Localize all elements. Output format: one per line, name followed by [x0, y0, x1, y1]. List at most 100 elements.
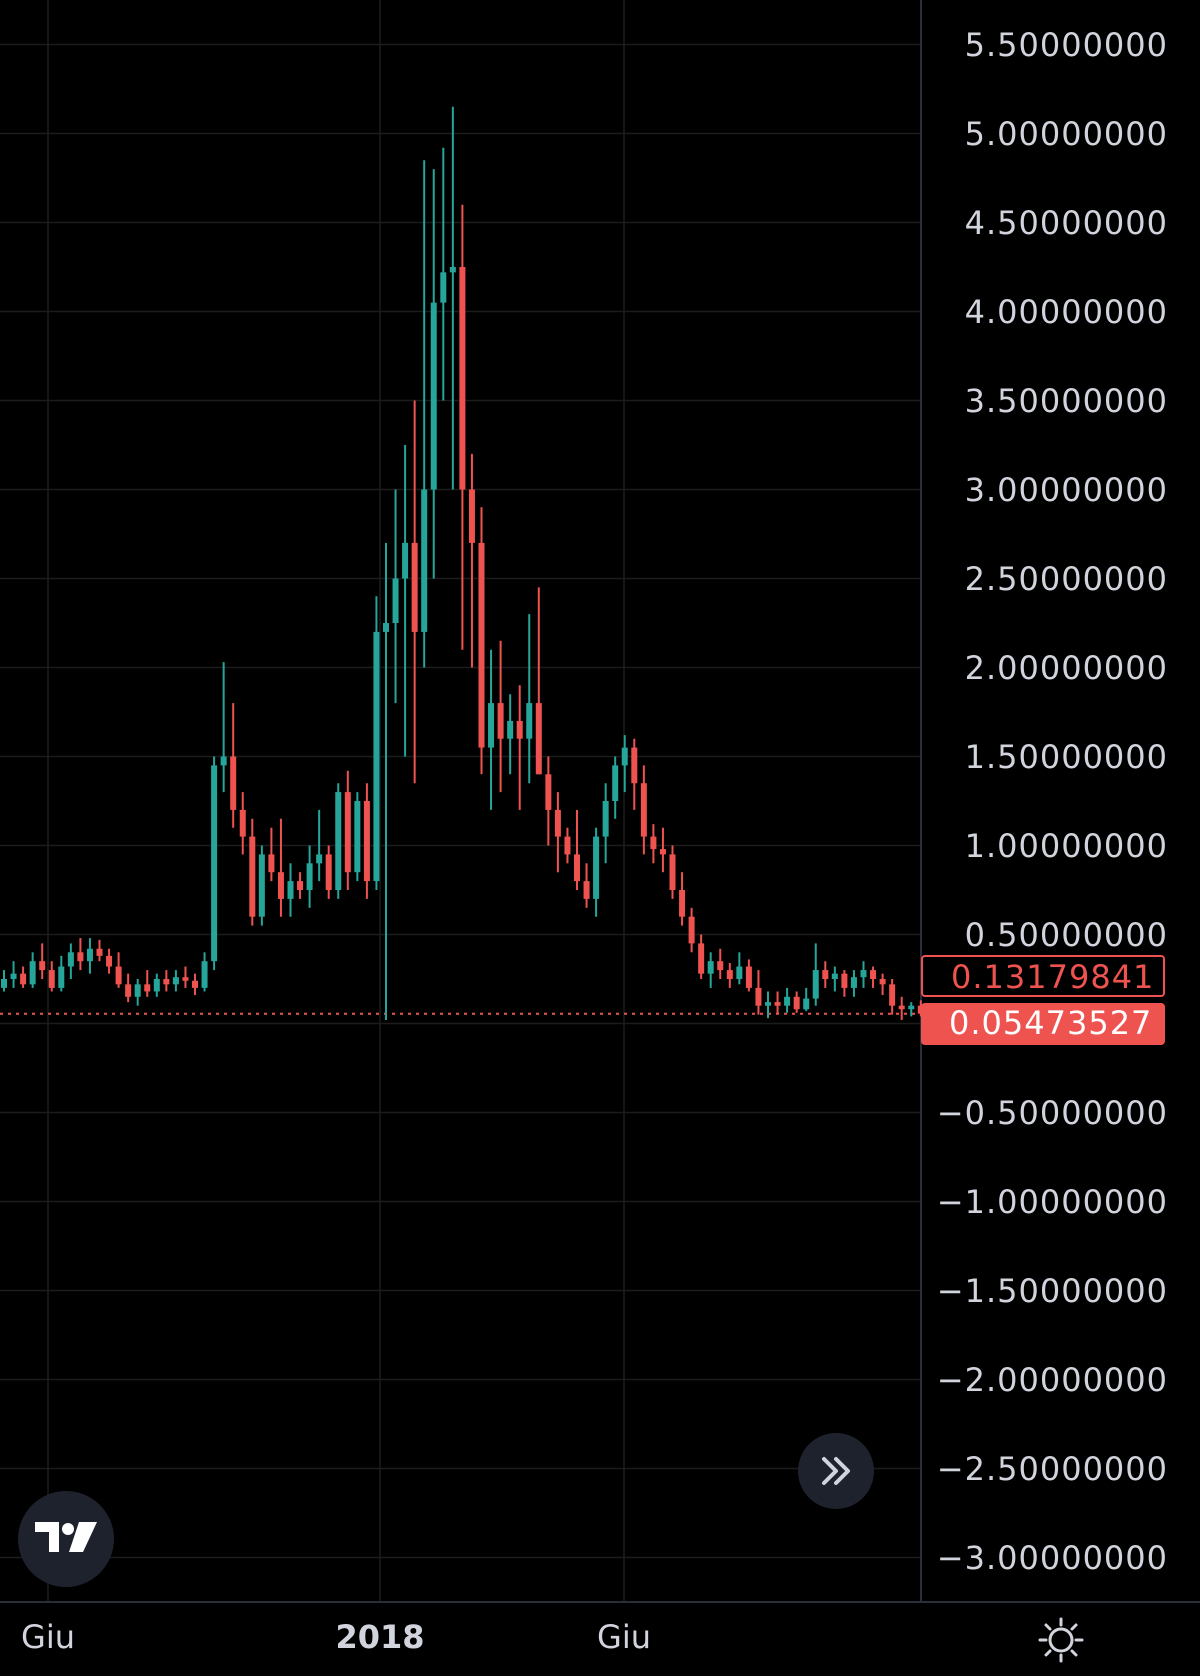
- candle-down: [870, 966, 877, 988]
- price-tick-label: −1.50000000: [936, 1271, 1168, 1310]
- candle-up: [383, 542, 389, 1020]
- candle-body: [679, 890, 686, 917]
- price-tick-label: −2.00000000: [936, 1360, 1168, 1399]
- tradingview-logo[interactable]: [18, 1491, 114, 1587]
- candle-body: [554, 809, 561, 837]
- candle-down: [459, 204, 466, 650]
- candle-body: [889, 984, 896, 1006]
- candle-body: [306, 863, 313, 890]
- candle-body: [96, 948, 103, 956]
- candle-body: [583, 881, 590, 899]
- candle-up: [335, 783, 342, 899]
- candle-up: [602, 783, 609, 864]
- candle-up: [430, 169, 437, 579]
- candle-body: [688, 916, 695, 944]
- price-tick-label: 2.00000000: [964, 648, 1168, 687]
- candle-body: [822, 970, 829, 979]
- candle-down: [650, 824, 657, 864]
- candle-body: [459, 267, 466, 490]
- candle-up: [10, 961, 17, 988]
- candle-body: [344, 792, 351, 873]
- candle-up: [784, 987, 791, 1013]
- candle-body: [717, 961, 724, 971]
- candle-down: [115, 952, 122, 988]
- candle-body: [535, 703, 542, 775]
- candle-up: [29, 952, 36, 988]
- candle-body: [10, 973, 17, 979]
- price-tick-label: 3.50000000: [964, 381, 1168, 420]
- candle-body: [774, 1002, 781, 1006]
- candle-down: [125, 973, 132, 1003]
- candle-body: [220, 756, 227, 766]
- candle-body: [182, 977, 189, 981]
- candle-up: [306, 845, 313, 908]
- candle-up: [621, 735, 628, 793]
- candle-down: [277, 818, 284, 917]
- candle-body: [812, 970, 819, 999]
- candle-body: [507, 720, 514, 739]
- candle-body: [755, 987, 762, 1006]
- candle-body: [745, 966, 752, 988]
- candle-up: [58, 955, 65, 992]
- candle-down: [659, 827, 666, 873]
- price-tick-label: 5.00000000: [964, 114, 1168, 153]
- candle-up: [86, 938, 93, 974]
- candle-body: [793, 996, 800, 1010]
- scroll-to-realtime-button[interactable]: [798, 1433, 874, 1509]
- candle-up: [812, 943, 819, 1006]
- candle-body: [354, 801, 361, 873]
- candle-body: [449, 267, 456, 273]
- candle-body: [316, 854, 323, 864]
- candle-down: [688, 907, 695, 953]
- candle-body: [640, 783, 647, 837]
- chart-settings-button[interactable]: [1036, 1615, 1086, 1665]
- double-chevron-right-icon: [822, 1457, 850, 1485]
- candle-body: [106, 955, 113, 967]
- candle-down: [631, 738, 638, 810]
- price-tick-label: −0.50000000: [936, 1093, 1168, 1132]
- candle-body: [201, 961, 208, 988]
- candle-body: [898, 1005, 905, 1010]
- candle-up: [860, 961, 867, 988]
- candle-body: [468, 489, 475, 543]
- candle-down: [879, 973, 886, 996]
- candle-up: [1, 970, 7, 992]
- candle-body: [841, 973, 848, 988]
- candle-body: [621, 747, 628, 766]
- candle-down: [841, 970, 848, 997]
- candle-down: [917, 1000, 924, 1017]
- candle-body: [726, 970, 733, 979]
- high-price-tag: 0.13179841: [921, 955, 1165, 997]
- price-tick-label: −2.50000000: [936, 1449, 1168, 1488]
- candle-down: [774, 991, 781, 1015]
- candle-down: [297, 872, 304, 899]
- candle-body: [125, 984, 132, 997]
- candle-up: [421, 160, 428, 668]
- candle-body: [392, 578, 399, 623]
- candle-down: [268, 827, 275, 882]
- candle-body: [870, 970, 877, 979]
- candle-body: [421, 489, 428, 632]
- candle-down: [468, 453, 475, 668]
- candle-down: [106, 948, 113, 974]
- candle-body: [526, 703, 533, 739]
- candle-body: [287, 881, 294, 899]
- candle-body: [58, 966, 65, 988]
- candle-body: [669, 854, 676, 890]
- candle-up: [440, 147, 447, 401]
- candle-down: [535, 587, 542, 775]
- candle-down: [564, 827, 571, 864]
- candle-body: [831, 973, 838, 979]
- candle-body: [860, 970, 867, 978]
- candle-body: [268, 854, 275, 873]
- candle-body: [258, 854, 265, 917]
- candle-up: [908, 1002, 915, 1017]
- candle-down: [574, 809, 580, 890]
- candle-down: [77, 938, 84, 971]
- candle-up: [134, 979, 141, 1006]
- candle-body: [440, 272, 447, 303]
- candle-down: [717, 948, 724, 979]
- candle-body: [707, 961, 714, 974]
- candle-down: [822, 961, 829, 988]
